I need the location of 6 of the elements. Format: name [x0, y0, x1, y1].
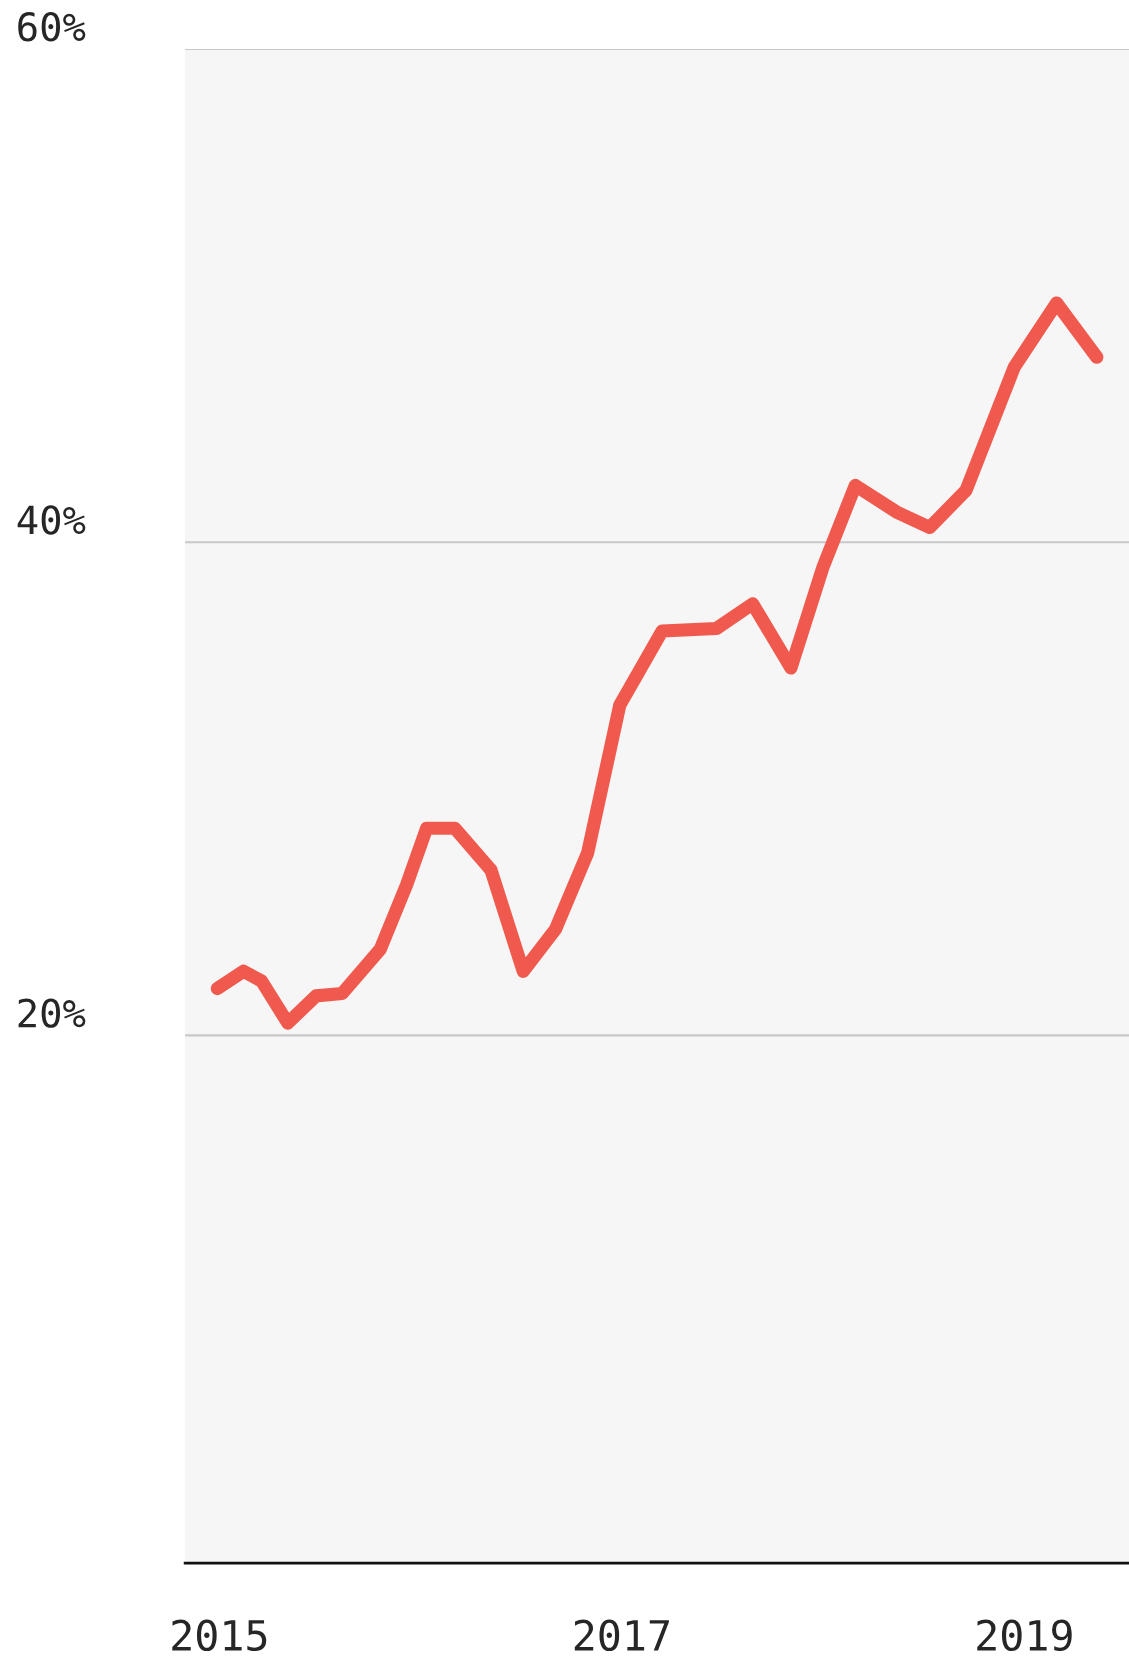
y-tick-label: 20% [18, 998, 86, 1028]
x-tick-label: 2015 [172, 1619, 267, 1652]
y-tick-label: 40% [17, 505, 86, 535]
y-tick-label: 60% [18, 12, 86, 42]
x-tick-label: 2017 [574, 1619, 669, 1652]
x-tick-label: 2019 [977, 1619, 1072, 1652]
